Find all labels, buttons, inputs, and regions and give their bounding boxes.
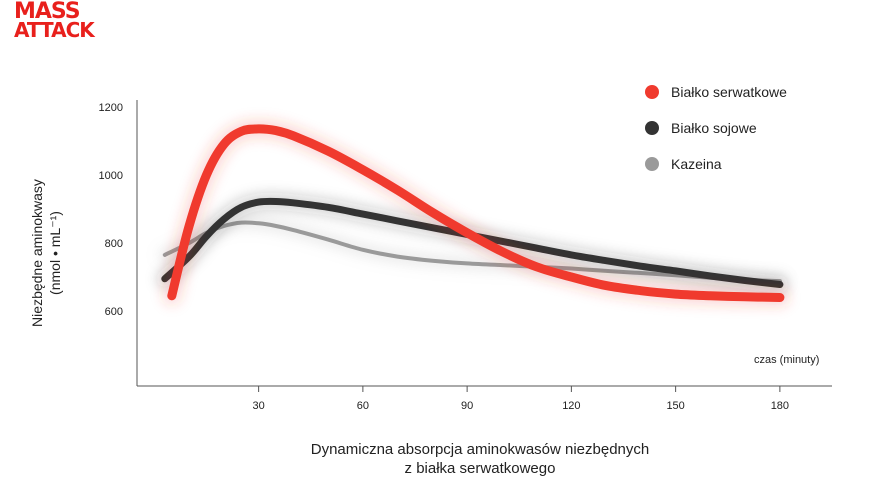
y-axis-label: Niezbędne aminokwasy (nmol • mL⁻¹) (28, 123, 64, 383)
x-tick-label-60: 60 (357, 400, 369, 412)
legend-item-soy: Białko sojowe (645, 110, 787, 146)
y-tick-label-1200: 1200 (99, 102, 123, 114)
legend-dot-casein (645, 157, 659, 171)
chart-legend: Białko serwatkowe Białko sojowe Kazeina (645, 74, 787, 182)
x-axis-label: czas (minuty) (754, 354, 820, 366)
series-line-soy (161, 197, 784, 288)
x-tick-label-30: 30 (253, 400, 265, 412)
legend-label-soy: Białko sojowe (671, 120, 757, 136)
x-tick-label-90: 90 (461, 400, 473, 412)
chart-ticks: 600 800 1000 1200 30 60 90 120 150 180 (99, 102, 790, 412)
y-axis-label-line2: (nmol • mL⁻¹) (47, 211, 63, 295)
chart-caption: Dynamiczna absorpcja aminokwasów niezbęd… (180, 440, 780, 478)
legend-label-casein: Kazeina (671, 156, 722, 172)
legend-dot-whey (645, 85, 659, 99)
brand-logo: MASS ATTACK (14, 0, 114, 42)
legend-item-casein: Kazeina (645, 146, 787, 182)
legend-label-whey: Białko serwatkowe (671, 84, 787, 100)
chart-caption-line1: Dynamiczna absorpcja aminokwasów niezbęd… (310, 441, 650, 458)
chart-series-lines (156, 119, 790, 307)
y-tick-label-1000: 1000 (99, 170, 123, 182)
series-line-whey (167, 124, 785, 302)
chart-caption-line2: z białka serwatkowego (404, 460, 556, 477)
y-tick-label-600: 600 (105, 306, 123, 318)
y-tick-label-800: 800 (105, 238, 123, 250)
y-axis-label-line1: Niezbędne aminokwasy (29, 179, 45, 327)
x-tick-label-120: 120 (562, 400, 580, 412)
x-tick-label-180: 180 (771, 400, 789, 412)
chart-axes (136, 100, 832, 387)
x-tick-label-150: 150 (666, 400, 684, 412)
legend-item-whey: Białko serwatkowe (645, 74, 787, 110)
legend-dot-soy (645, 121, 659, 135)
brand-logo-line2: ATTACK (14, 18, 95, 42)
brand-logo-line1: MASS (14, 0, 81, 24)
